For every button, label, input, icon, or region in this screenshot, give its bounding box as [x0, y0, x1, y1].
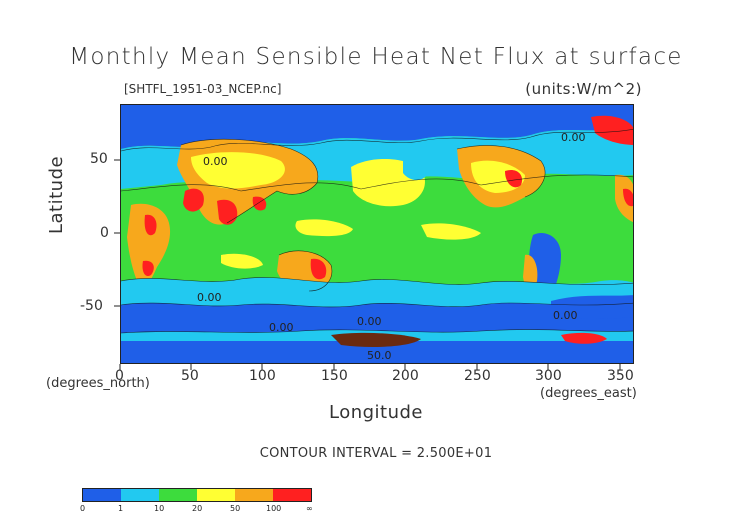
contour-line: [121, 329, 633, 334]
arctic-band: [121, 105, 633, 149]
eurasia-yellow: [191, 152, 285, 189]
x-tick-label: 250: [464, 368, 491, 384]
south-indian-yellow: [221, 253, 263, 269]
antarctica-red: [561, 332, 607, 344]
map-label: 0.00: [197, 291, 222, 304]
colorbar-swatch: [121, 489, 159, 501]
colorbar-label: 10: [154, 504, 165, 513]
contour-line: [456, 145, 546, 198]
file-name: [SHTFL_1951-03_NCEP.nc]: [124, 82, 282, 96]
x-unit-label: (degrees_east): [540, 386, 637, 401]
y-tick-label: 0: [100, 225, 109, 241]
colorbar-swatch: [83, 489, 121, 501]
map-label: 0.00: [561, 131, 586, 144]
india-red: [217, 199, 238, 225]
contour-line: [180, 138, 319, 224]
x-axis-title: Longitude: [328, 402, 424, 423]
contour-line: [121, 302, 633, 308]
y-tick-label: -50: [80, 298, 103, 314]
contour-line: [121, 174, 633, 192]
arabia-red: [183, 188, 204, 212]
south-africa-red: [142, 260, 154, 277]
tropical-yellow-2: [421, 223, 481, 240]
south-atlantic-blue: [551, 295, 633, 319]
greenland-red: [591, 115, 633, 145]
flux-map: 0.00 0.00 0.00 0.00 0.00 50.0 0.00: [120, 104, 634, 364]
colorbar-swatch: [235, 489, 273, 501]
colorbar-label: ∞: [306, 504, 313, 513]
map-label: 0.00: [553, 309, 578, 322]
x-tick-label: 0: [115, 368, 124, 384]
east-europe-orange: [615, 174, 633, 223]
east-europe-red: [623, 188, 633, 207]
map-label: 50.0: [367, 349, 392, 362]
colorbar-swatch: [159, 489, 197, 501]
map-title: Monthly Mean Sensible Heat Net Flux at s…: [69, 44, 683, 70]
south-america-orange: [523, 254, 538, 289]
colorbar-label: 1: [118, 504, 124, 513]
north-pacific-blue: [403, 159, 428, 181]
map-label: 0.00: [357, 315, 382, 328]
x-tick-label: 150: [321, 368, 348, 384]
contour-interval: CONTOUR INTERVAL = 2.500E+01: [259, 446, 493, 461]
map-label: 0.00: [269, 321, 294, 334]
map-label: 0.00: [203, 155, 228, 168]
x-tick-label: 300: [535, 368, 562, 384]
y-tick-label: 50: [90, 151, 108, 167]
colorbar-label: 100: [266, 504, 282, 513]
africa-red: [144, 214, 157, 236]
colorbar-label: 20: [192, 504, 203, 513]
x-tick-label: 100: [249, 368, 276, 384]
colorbar-swatch: [197, 489, 235, 501]
y-unit-label: (degrees_north): [46, 376, 150, 391]
contour-line: [121, 277, 633, 286]
x-tick-label: 50: [181, 368, 199, 384]
colorbar-label: 50: [230, 504, 241, 513]
contour-lines: [121, 129, 633, 334]
colorbar-label: 0: [80, 504, 86, 513]
africa-orange: [127, 203, 171, 287]
flux-map-svg: 0.00 0.00 0.00 0.00 0.00 50.0 0.00: [121, 105, 633, 363]
units-label: (units:W/m^2): [525, 80, 642, 98]
australia-red: [310, 258, 327, 280]
colorbar: [82, 488, 312, 502]
colorbar-swatch: [273, 489, 311, 501]
antarctica-dark: [331, 332, 421, 347]
y-axis-title: Latitude: [46, 155, 67, 234]
tropical-yellow-1: [295, 219, 353, 237]
contour-line: [278, 250, 333, 292]
x-tick-label: 350: [607, 368, 634, 384]
contour-line: [121, 129, 633, 152]
north-america-red: [505, 169, 523, 188]
x-tick-label: 200: [392, 368, 419, 384]
